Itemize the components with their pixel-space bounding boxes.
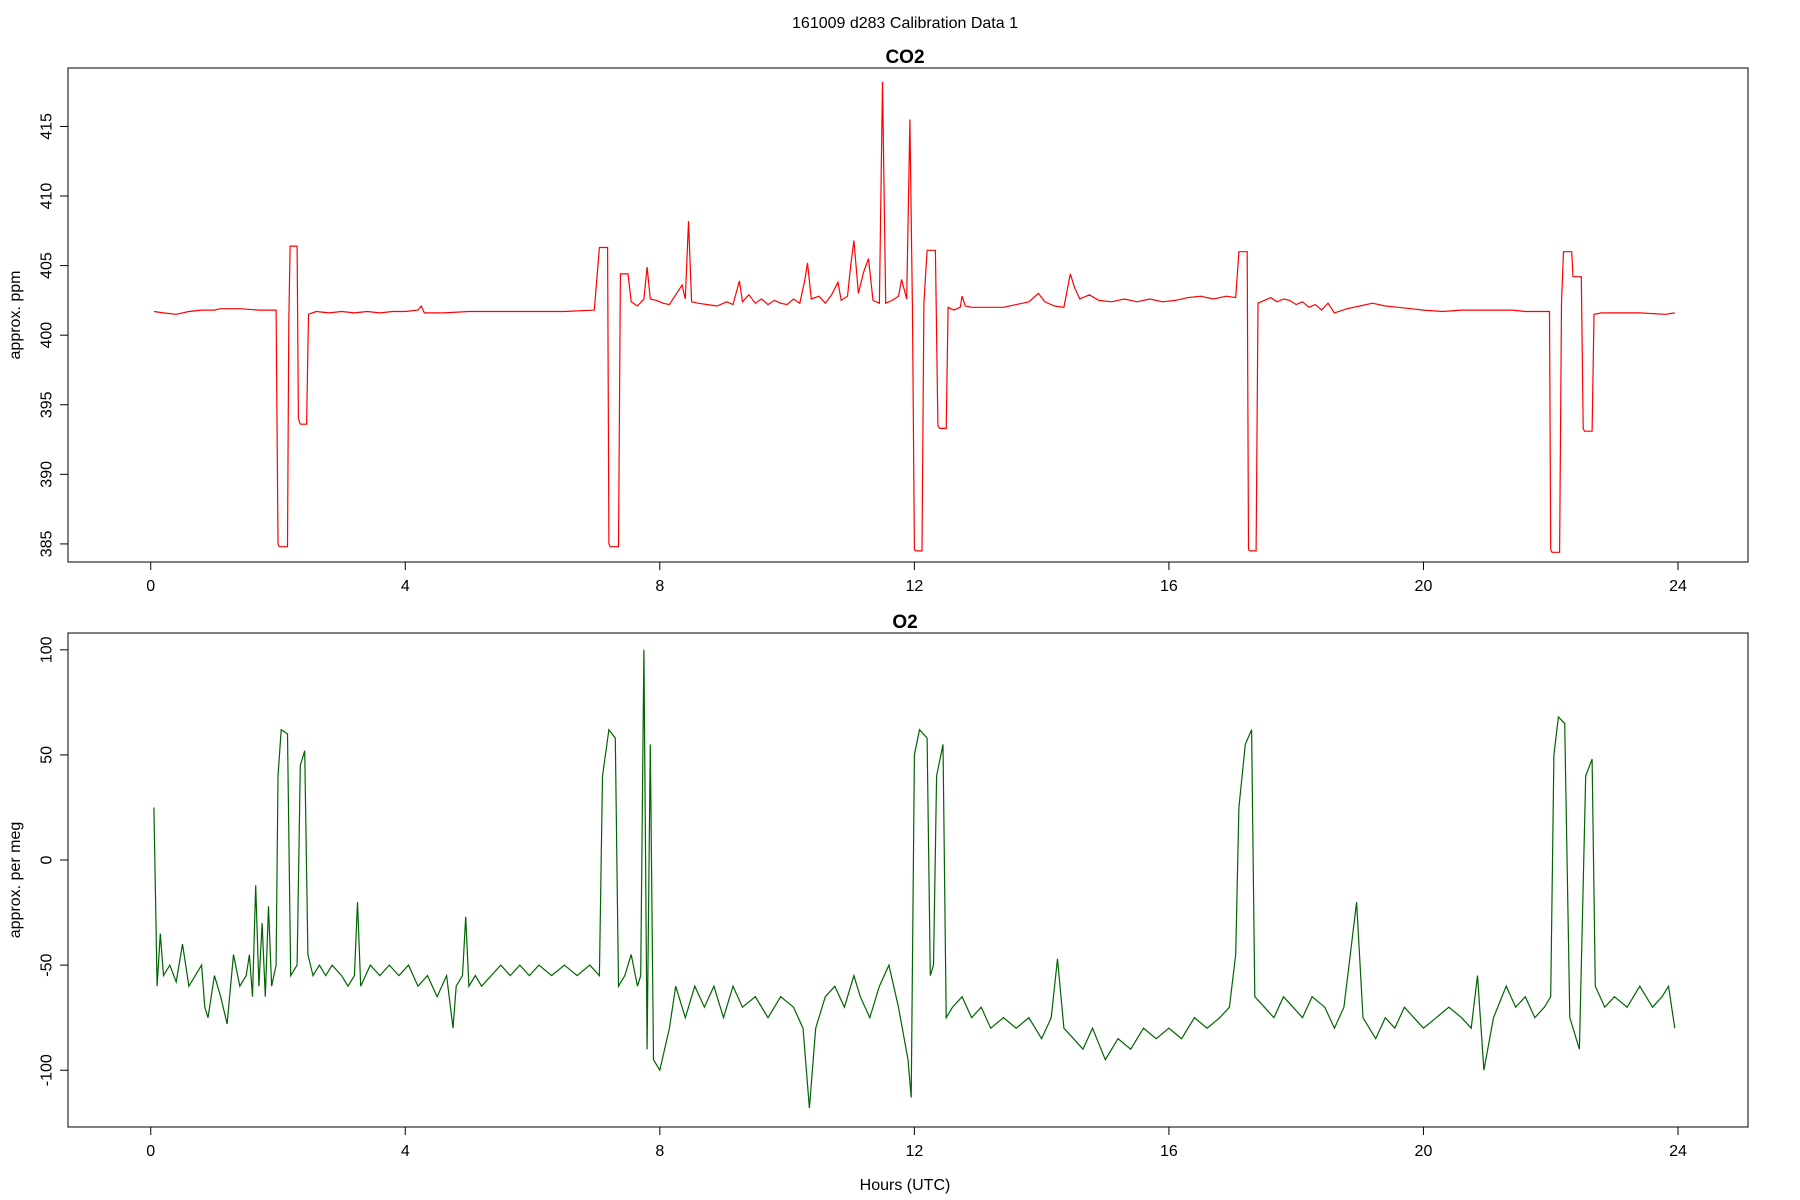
co2-panel-title: CO2 [885,47,924,68]
o2-plot-frame [67,632,1749,1128]
co2-y-tick-label-4: 405 [39,252,56,279]
o2-x-tick-label-1: 4 [401,1143,410,1160]
co2-x-tick-label-2: 8 [655,578,664,595]
co2-x-tick-label-1: 4 [401,578,410,595]
co2-series-line [153,81,1675,553]
co2-y-tick-label-6: 415 [39,113,56,140]
co2-y-tick-label-3: 400 [39,322,56,349]
o2-y-tick-label-2: 0 [39,855,56,864]
co2-plot-frame [67,67,1749,563]
co2-x-tick-label-5: 20 [1415,578,1433,595]
o2-y-tick-label-4: -100 [39,1054,56,1086]
o2-x-axis: 0 4 8 12 16 20 24 [146,1126,1687,1160]
o2-x-tick-label-0: 0 [146,1143,155,1160]
co2-x-tick-label-0: 0 [146,578,155,595]
o2-x-axis-label: Hours (UTC) [860,1177,951,1194]
o2-y-tick-label-0: 100 [39,636,56,663]
o2-x-tick-label-2: 8 [655,1143,664,1160]
o2-panel: O2 0 4 8 12 16 20 24 100 50 0 -50 -100 approx. per… [7,612,1749,1194]
co2-x-tick-label-4: 16 [1160,578,1178,595]
o2-y-tick-label-3: -50 [39,953,56,976]
co2-x-axis: 0 4 8 12 16 20 24 [146,561,1687,595]
co2-y-tick-label-0: 385 [39,530,56,557]
co2-y-tick-label-5: 410 [39,183,56,210]
co2-x-tick-label-3: 12 [905,578,923,595]
co2-y-axis: 385 390 395 400 405 410 415 [39,113,69,557]
co2-y-axis-label: approx. ppm [7,271,24,360]
o2-x-tick-label-4: 16 [1160,1143,1178,1160]
co2-x-tick-label-6: 24 [1669,578,1687,595]
co2-panel: CO2 0 4 8 12 16 20 24 385 390 395 400 405 410 415 ap… [7,47,1749,595]
o2-series-line [153,649,1676,1109]
o2-y-tick-label-1: 50 [39,746,56,764]
co2-y-tick-label-2: 395 [39,391,56,418]
o2-x-tick-label-3: 12 [905,1143,923,1160]
figure-title: 161009 d283 Calibration Data 1 [792,15,1018,32]
o2-y-axis: 100 50 0 -50 -100 [39,636,69,1086]
o2-panel-title: O2 [892,612,917,633]
o2-x-tick-label-5: 20 [1415,1143,1433,1160]
o2-x-tick-label-6: 24 [1669,1143,1687,1160]
o2-y-axis-label: approx. per meg [7,822,24,939]
co2-y-tick-label-1: 390 [39,461,56,488]
